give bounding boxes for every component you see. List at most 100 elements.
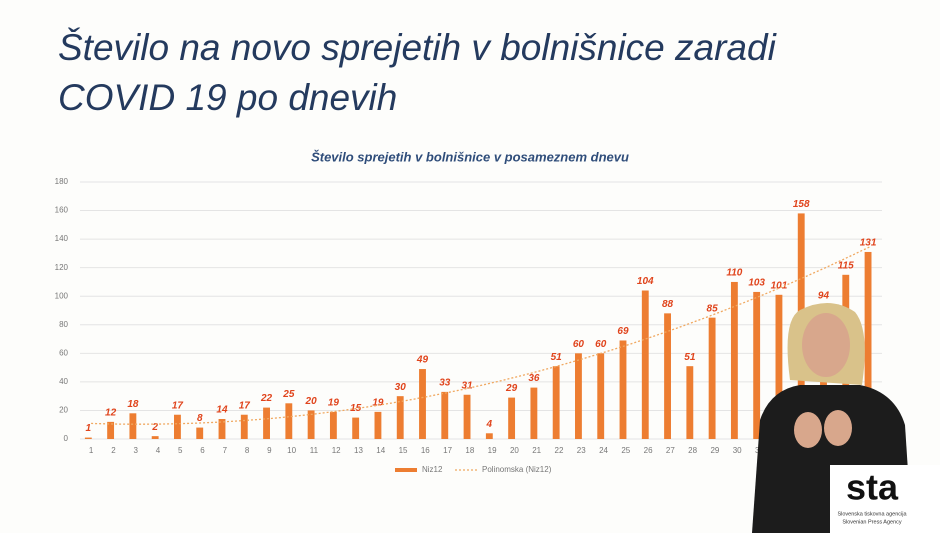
bar (419, 369, 426, 439)
x-tick-label: 13 (354, 446, 363, 455)
logo-box (830, 465, 940, 533)
x-tick-label: 7 (223, 446, 228, 455)
interpreter-hand (824, 410, 852, 446)
bar (84, 437, 92, 439)
y-tick-label: 100 (55, 291, 69, 300)
data-label: 103 (748, 278, 765, 289)
bar (575, 353, 582, 439)
y-tick-label: 40 (59, 377, 68, 386)
x-tick-label: 1 (89, 446, 94, 455)
data-label: 8 (197, 413, 203, 424)
legend-swatch (395, 468, 417, 472)
data-label: 1 (86, 423, 92, 434)
data-label: 85 (707, 303, 719, 314)
y-tick-label: 20 (59, 406, 68, 415)
data-label: 110 (726, 268, 742, 279)
bar (151, 436, 159, 439)
data-label: 19 (328, 398, 340, 409)
bar (129, 413, 137, 439)
bar (597, 353, 605, 439)
data-label: 25 (282, 389, 295, 400)
x-tick-label: 20 (510, 446, 519, 455)
data-label: 36 (528, 373, 540, 384)
bar (485, 433, 493, 439)
logo-mark: sta (846, 467, 899, 508)
bar (218, 419, 226, 439)
bar (263, 407, 270, 439)
data-label: 49 (416, 355, 429, 366)
interpreter-face (802, 313, 850, 377)
bar (240, 414, 248, 439)
bar (374, 411, 382, 439)
data-label: 94 (818, 290, 830, 301)
bar (730, 281, 738, 439)
legend-label: Polinomska (Niz12) (482, 465, 552, 474)
x-tick-label: 29 (710, 446, 719, 455)
interpreter-hand (794, 412, 822, 448)
data-label: 158 (793, 199, 810, 210)
data-label: 20 (305, 396, 318, 407)
data-label: 17 (239, 400, 251, 411)
x-tick-label: 18 (465, 446, 474, 455)
x-tick-label: 9 (267, 446, 272, 455)
bar (352, 417, 360, 439)
data-label: 14 (216, 405, 228, 416)
x-tick-label: 19 (488, 446, 497, 455)
x-tick-label: 3 (133, 446, 138, 455)
x-tick-label: 2 (111, 446, 116, 455)
bar (441, 391, 449, 439)
data-label: 104 (637, 276, 654, 287)
bar (196, 427, 204, 439)
x-tick-label: 10 (287, 446, 296, 455)
data-label: 131 (860, 238, 877, 249)
data-label: 12 (105, 408, 117, 419)
x-tick-label: 6 (200, 446, 205, 455)
data-label: 33 (439, 378, 451, 389)
bar (329, 411, 337, 439)
data-label: 60 (573, 339, 585, 350)
x-tick-label: 26 (644, 446, 653, 455)
x-tick-label: 12 (332, 446, 341, 455)
bar (107, 421, 115, 439)
slide-title: COVID 19 po dnevih (58, 77, 397, 118)
bar (708, 317, 716, 439)
logo-text: Slovenska tiskovna agencija (837, 511, 907, 517)
data-label: 4 (486, 419, 493, 430)
plot: 0204060801001201401601801121231842517687… (55, 177, 882, 474)
y-tick-label: 160 (55, 206, 69, 215)
bar (753, 291, 761, 439)
bar (686, 366, 694, 439)
trendline (91, 245, 872, 425)
logo: sta Slovenska tiskovna agencija Slovenia… (830, 465, 940, 533)
data-label: 69 (617, 326, 629, 337)
x-tick-label: 25 (621, 446, 630, 455)
slide-title: Število na novo sprejetih v bolnišnice z… (58, 27, 778, 68)
data-label: 60 (595, 339, 607, 350)
x-tick-label: 22 (555, 446, 564, 455)
x-tick-label: 23 (577, 446, 586, 455)
data-label: 2 (151, 422, 158, 433)
y-tick-label: 60 (59, 348, 68, 357)
legend-label: Niz12 (422, 465, 443, 474)
data-label: 88 (662, 299, 674, 310)
x-tick-label: 30 (733, 446, 742, 455)
bar (641, 290, 649, 439)
bar (664, 313, 671, 439)
data-label: 18 (127, 399, 139, 410)
data-label: 51 (551, 352, 563, 363)
bar (174, 414, 181, 439)
x-tick-label: 5 (178, 446, 183, 455)
x-tick-label: 24 (599, 446, 608, 455)
x-tick-label: 16 (421, 446, 430, 455)
y-tick-label: 0 (64, 434, 69, 443)
x-tick-label: 27 (666, 446, 675, 455)
x-tick-label: 8 (245, 446, 250, 455)
data-label: 51 (684, 352, 696, 363)
y-tick-label: 180 (55, 177, 69, 186)
x-tick-label: 15 (399, 446, 408, 455)
x-tick-label: 21 (532, 446, 541, 455)
y-tick-label: 140 (55, 234, 69, 243)
bar (530, 387, 538, 439)
y-tick-label: 80 (59, 320, 68, 329)
bar (508, 397, 516, 439)
